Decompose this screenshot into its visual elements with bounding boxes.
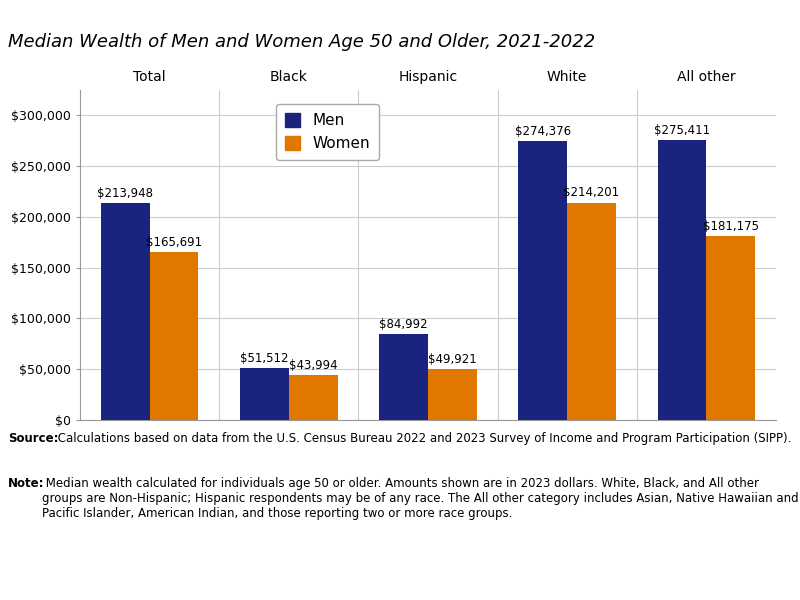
Text: $165,691: $165,691: [146, 236, 202, 249]
Text: $49,921: $49,921: [428, 353, 477, 366]
Text: Source:: Source:: [8, 432, 58, 445]
Text: $51,512: $51,512: [240, 352, 289, 365]
Text: Calculations based on data from the U.S. Census Bureau 2022 and 2023 Survey of I: Calculations based on data from the U.S.…: [54, 432, 792, 445]
Text: Median Wealth of Men and Women Age 50 and Older, 2021-2022: Median Wealth of Men and Women Age 50 an…: [8, 33, 595, 51]
Bar: [289, 376, 338, 420]
Text: All other: All other: [677, 70, 736, 84]
Bar: [379, 334, 428, 420]
Bar: [101, 203, 150, 420]
Text: $214,201: $214,201: [563, 187, 620, 199]
Text: $84,992: $84,992: [379, 317, 428, 331]
Bar: [150, 252, 198, 420]
Text: Black: Black: [270, 70, 308, 84]
Text: $274,376: $274,376: [514, 125, 571, 139]
Bar: [518, 142, 567, 420]
Text: $213,948: $213,948: [98, 187, 154, 200]
Text: $181,175: $181,175: [702, 220, 758, 233]
Bar: [658, 140, 706, 420]
Bar: [240, 368, 289, 420]
Text: White: White: [547, 70, 587, 84]
Text: Note:: Note:: [8, 477, 45, 490]
Bar: [706, 236, 755, 420]
Bar: [567, 203, 616, 420]
Text: Total: Total: [134, 70, 166, 84]
Text: Hispanic: Hispanic: [398, 70, 458, 84]
Bar: [428, 370, 477, 420]
Text: $275,411: $275,411: [654, 124, 710, 137]
Text: Median wealth calculated for individuals age 50 or older. Amounts shown are in 2: Median wealth calculated for individuals…: [42, 477, 799, 520]
Text: $43,994: $43,994: [289, 359, 338, 372]
Legend: Men, Women: Men, Women: [275, 104, 379, 160]
